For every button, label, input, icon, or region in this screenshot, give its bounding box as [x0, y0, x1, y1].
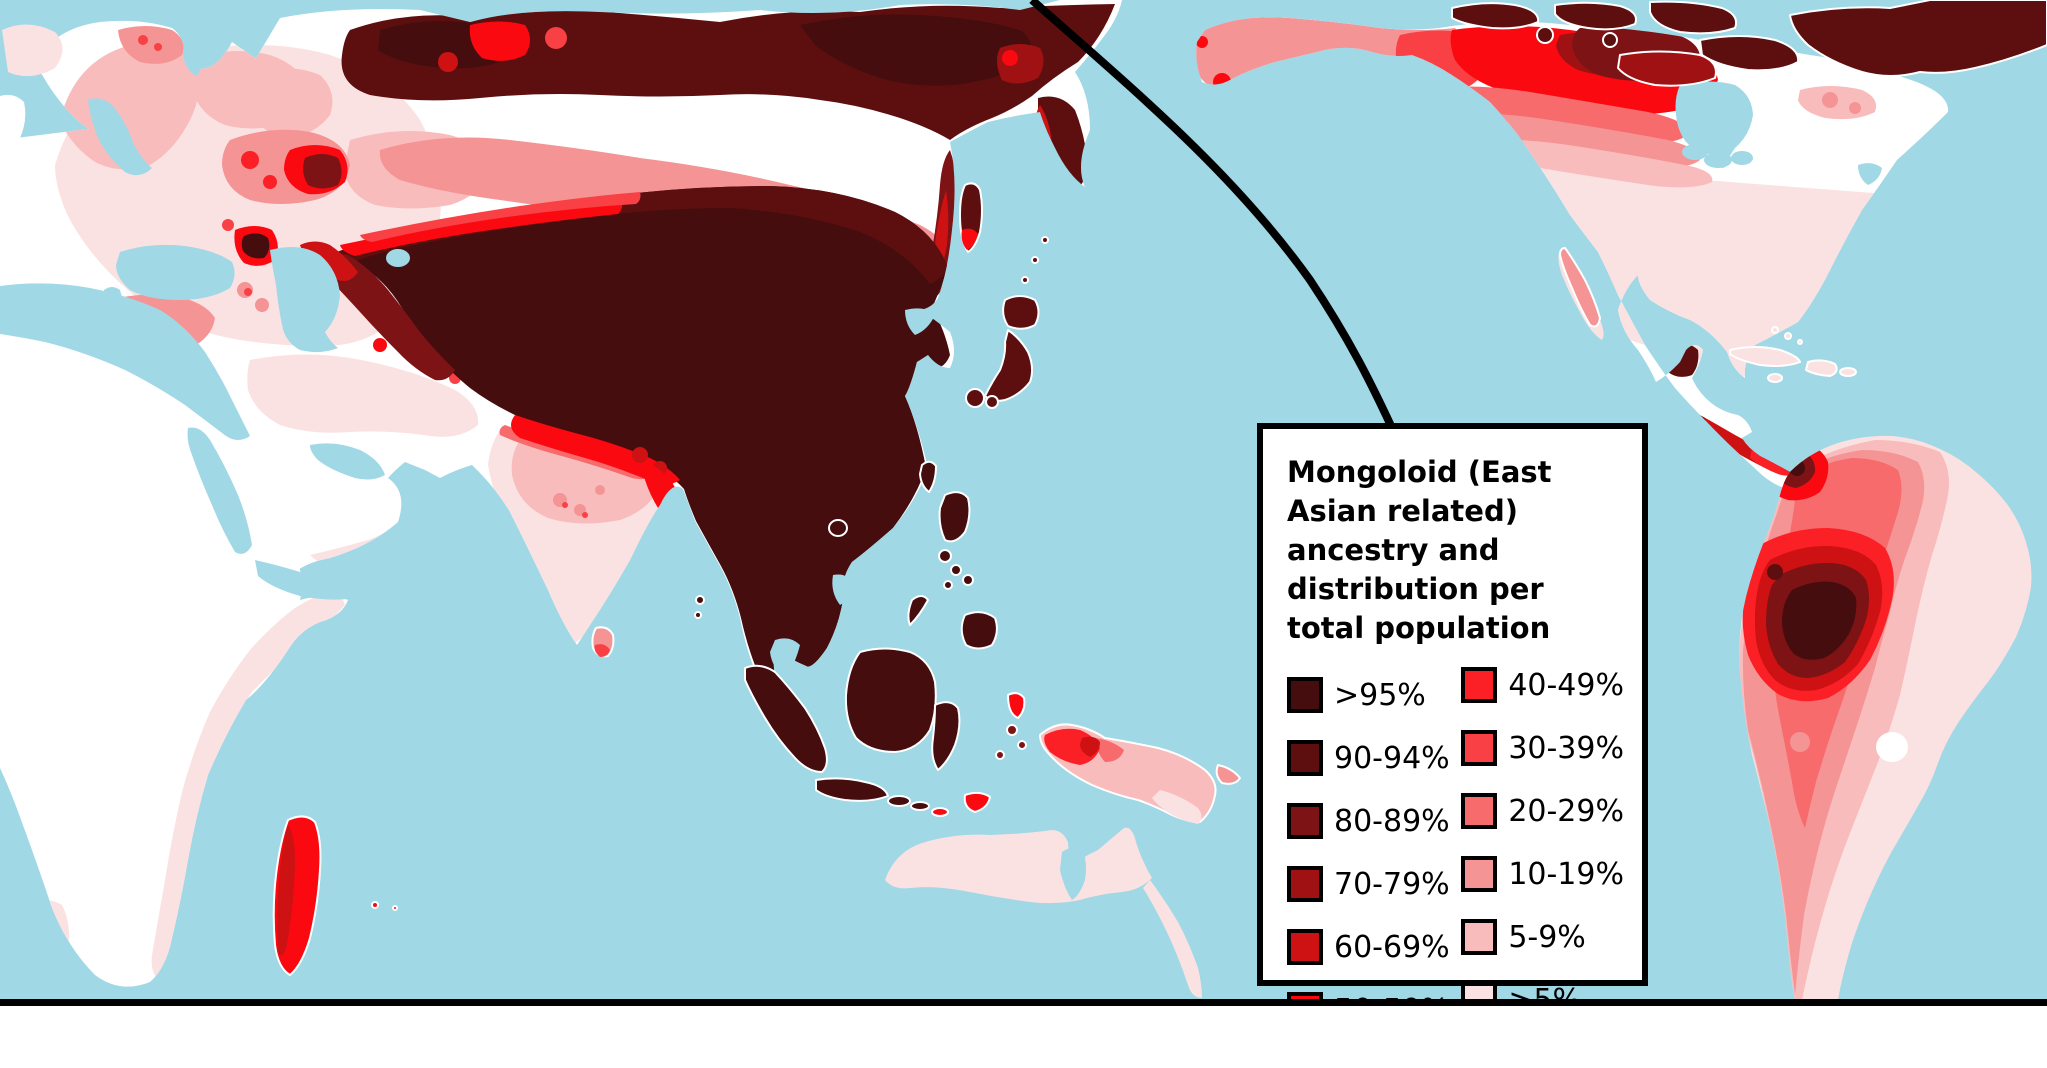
- legend-swatch-90-94: [1287, 740, 1323, 776]
- east-africa-coast: [151, 592, 345, 980]
- gulf-of-st-lawrence: [1858, 163, 1882, 185]
- gulf-of-carpentaria: [1060, 847, 1086, 900]
- kyushu: [965, 388, 985, 408]
- legend-column-right: 40-49% 30-39% 20-29% 10-19% 5-9% >5%: [1461, 667, 1624, 1018]
- legend-label: 80-89%: [1334, 803, 1450, 839]
- new-britain: [1215, 764, 1241, 785]
- iceland: [2, 24, 63, 77]
- andes-core: [1782, 581, 1857, 660]
- puerto-rico: [1839, 367, 1857, 377]
- mediterranean-sea: [0, 283, 250, 440]
- bohai-sea: [905, 308, 935, 335]
- java: [815, 777, 889, 802]
- bottom-white-margin: [0, 1006, 2047, 1068]
- red-sea: [187, 427, 252, 554]
- jamaica: [1767, 373, 1783, 383]
- legend-label: 60-69%: [1334, 929, 1450, 965]
- legend-item: 30-39%: [1461, 730, 1624, 766]
- legend-label: 40-49%: [1508, 667, 1624, 703]
- borneo: [844, 647, 937, 753]
- legend-item: 60-69%: [1287, 929, 1461, 965]
- legend-label: 30-39%: [1508, 730, 1624, 766]
- africa: [0, 280, 348, 987]
- legend-swatch-10-19: [1461, 856, 1498, 892]
- aral-sea: [386, 249, 410, 267]
- east-asia-core: [315, 186, 950, 742]
- palawan: [907, 595, 929, 626]
- halmahera: [1007, 692, 1026, 719]
- afro-eurasia-landmass: [0, 0, 1241, 998]
- white-sea: [183, 40, 201, 76]
- madagascar: [272, 815, 398, 976]
- legend-label: 70-79%: [1334, 866, 1450, 902]
- legend-title: Mongoloid (East Asian related) ancestry …: [1287, 455, 1552, 645]
- legend-item: 10-19%: [1461, 856, 1624, 892]
- arctic-islands: [1451, 0, 2047, 87]
- legend-item: 90-94%: [1287, 740, 1461, 776]
- legend-swatch-70-79: [1287, 866, 1323, 902]
- legend-label: 20-29%: [1508, 793, 1624, 829]
- legend-swatch-60-69: [1287, 929, 1323, 965]
- black-sea: [116, 244, 235, 300]
- persian-gulf: [310, 443, 385, 480]
- legend-swatch-gt95: [1287, 677, 1323, 713]
- legend-swatch-30-39: [1461, 730, 1498, 766]
- legend-label: 5-9%: [1508, 919, 1586, 955]
- north-america-seas: [1675, 81, 1882, 185]
- legend-swatch-40-49: [1461, 667, 1498, 703]
- timor: [963, 791, 991, 813]
- caspian-sea: [270, 246, 340, 353]
- legend-item: 5-9%: [1461, 919, 1624, 955]
- australia-north-fringe: [885, 827, 1152, 904]
- east-asian-islands: [591, 182, 1049, 817]
- aegean-sea: [103, 287, 140, 363]
- gulf-of-thailand: [770, 638, 800, 678]
- legend-item: 40-49%: [1461, 667, 1624, 703]
- americas-landmass: [1196, 0, 2047, 1000]
- hainan: [828, 519, 848, 537]
- legend-item: 70-79%: [1287, 866, 1461, 902]
- cuba: [1729, 346, 1801, 367]
- legend-label: 90-94%: [1334, 740, 1450, 776]
- old-world-seas: [0, 40, 1086, 900]
- legend-item: 20-29%: [1461, 793, 1624, 829]
- britain: [0, 94, 26, 145]
- kamchatka: [1038, 96, 1088, 190]
- legend-column-left: >95% 90-94% 80-89% 70-79% 60-69% 50-59%: [1287, 677, 1461, 1028]
- greenland: [1789, 0, 2047, 77]
- legend-grid: >95% 90-94% 80-89% 70-79% 60-69% 50-59%: [1287, 667, 1624, 1028]
- legend-item: 80-89%: [1287, 803, 1461, 839]
- legend-box: Mongoloid (East Asian related) ancestry …: [1257, 423, 1648, 1028]
- taiwan: [919, 460, 937, 493]
- gulf-of-tonkin: [832, 574, 853, 605]
- legend-item: >95%: [1287, 677, 1461, 713]
- gulf-of-aden: [255, 560, 355, 600]
- luzon: [938, 491, 971, 543]
- legend-swatch-20-29: [1461, 793, 1498, 829]
- uruguay-white: [1876, 732, 1908, 762]
- projection-boundary-line: [1029, 0, 1396, 430]
- sumatra: [744, 664, 828, 773]
- hokkaido: [1002, 295, 1040, 330]
- great-lakes: [1682, 144, 1708, 160]
- legend-label: 10-19%: [1508, 856, 1624, 892]
- legend-swatch-5-9: [1461, 919, 1498, 955]
- baltic-sea: [88, 98, 152, 176]
- new-guinea: [1039, 723, 1241, 824]
- hispaniola: [1805, 359, 1838, 377]
- legend-label: >95%: [1334, 677, 1426, 713]
- caribbean-islands: [1729, 326, 1857, 383]
- honshu: [984, 329, 1034, 402]
- shikoku: [985, 395, 999, 409]
- mindanao: [960, 611, 998, 650]
- legend-swatch-80-89: [1287, 803, 1323, 839]
- map-bottom-border: [0, 999, 2047, 1006]
- south-america-ancestry-shading: [1739, 440, 1949, 1000]
- sulawesi: [931, 701, 961, 771]
- north-america: [1196, 17, 1949, 490]
- baja-california: [1559, 247, 1601, 328]
